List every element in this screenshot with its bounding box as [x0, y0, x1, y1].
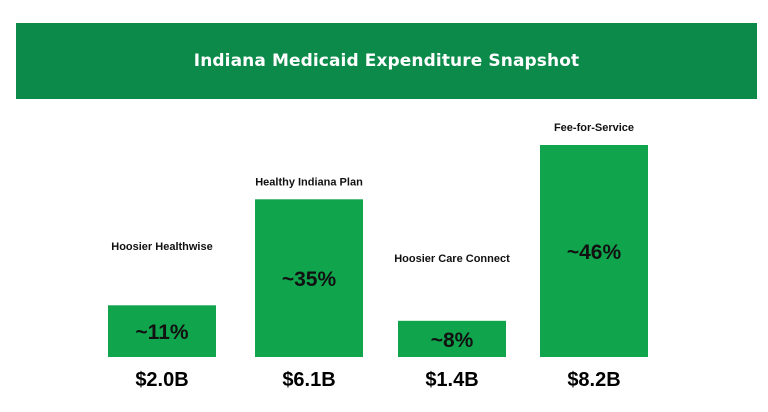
chart-title: Indiana Medicaid Expenditure Snapshot: [193, 51, 580, 71]
bar-category-label: Healthy Indiana Plan: [255, 176, 363, 188]
bar-category-label: Hoosier Care Connect: [394, 253, 510, 265]
title-banner: Indiana Medicaid Expenditure Snapshot: [16, 23, 757, 99]
bar-1: [255, 199, 363, 357]
bar-percent-label: ~35%: [282, 268, 337, 291]
bar-percent-label: ~46%: [567, 241, 622, 264]
bar-percent-label: ~8%: [431, 329, 474, 352]
bar-2: [398, 320, 506, 357]
bar-value-label: $8.2B: [567, 369, 620, 391]
bar-0: [108, 305, 216, 357]
bar-value-label: $2.0B: [135, 369, 188, 391]
bar-value-label: $1.4B: [425, 369, 478, 391]
bar-value-label: $6.1B: [282, 369, 335, 391]
bar-percent-label: ~11%: [135, 321, 188, 344]
bar-category-label: Fee-for-Service: [554, 122, 634, 134]
bar-category-label: Hoosier Healthwise: [111, 241, 212, 253]
bar-3: [540, 145, 648, 357]
